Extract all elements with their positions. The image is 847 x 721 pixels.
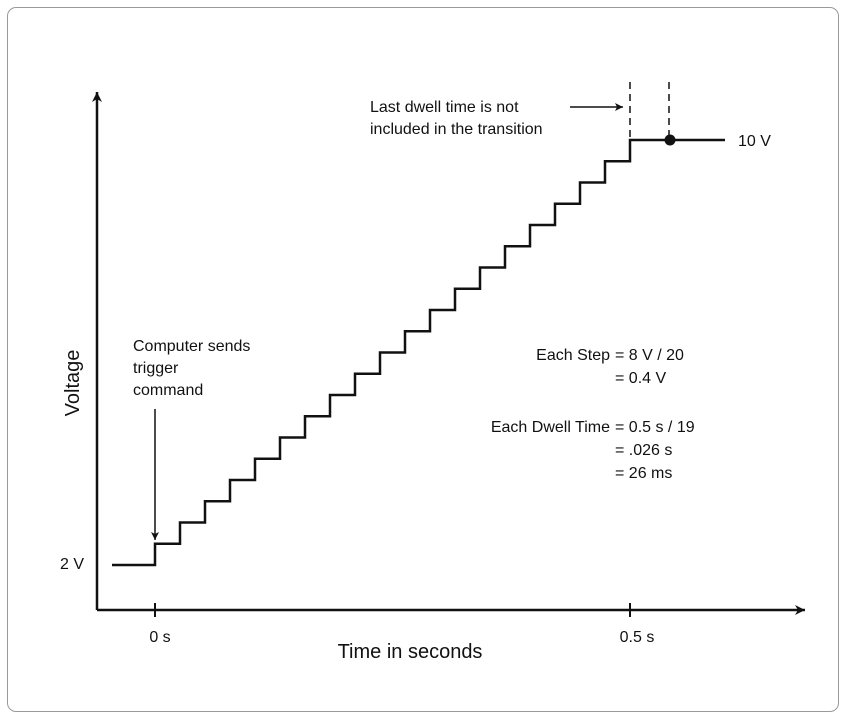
- staircase-signal: [112, 138, 725, 567]
- start-level-label: 2 V: [60, 556, 84, 573]
- trigger-note-line-2: trigger: [133, 360, 179, 377]
- step-calc-line-1: = 8 V / 20: [615, 347, 684, 364]
- x-tick-label-end: 0.5 s: [620, 629, 655, 646]
- trigger-note-line-3: command: [133, 382, 203, 399]
- x-axis-label: Time in seconds: [338, 641, 483, 663]
- dwell-calc-line-2: = .026 s: [615, 442, 672, 459]
- diagram-frame: [7, 7, 839, 712]
- y-axis-label: Voltage: [62, 350, 84, 417]
- end-level-label: 10 V: [738, 133, 771, 150]
- dwell-calc-line-1: = 0.5 s / 19: [615, 419, 695, 436]
- step-calc-line-2: = 0.4 V: [615, 370, 666, 387]
- dwell-note-line-1: Last dwell time is not: [370, 99, 519, 116]
- dwell-calc-line-3: = 26 ms: [615, 465, 672, 482]
- x-tick-label-start: 0 s: [149, 629, 170, 646]
- final-point-dot: [664, 134, 676, 146]
- dwell-note-line-2: included in the transition: [370, 121, 543, 138]
- dwell-calc-title: Each Dwell Time: [491, 419, 610, 436]
- step-calc-title: Each Step: [536, 347, 610, 364]
- trigger-note-line-1: Computer sends: [133, 338, 250, 355]
